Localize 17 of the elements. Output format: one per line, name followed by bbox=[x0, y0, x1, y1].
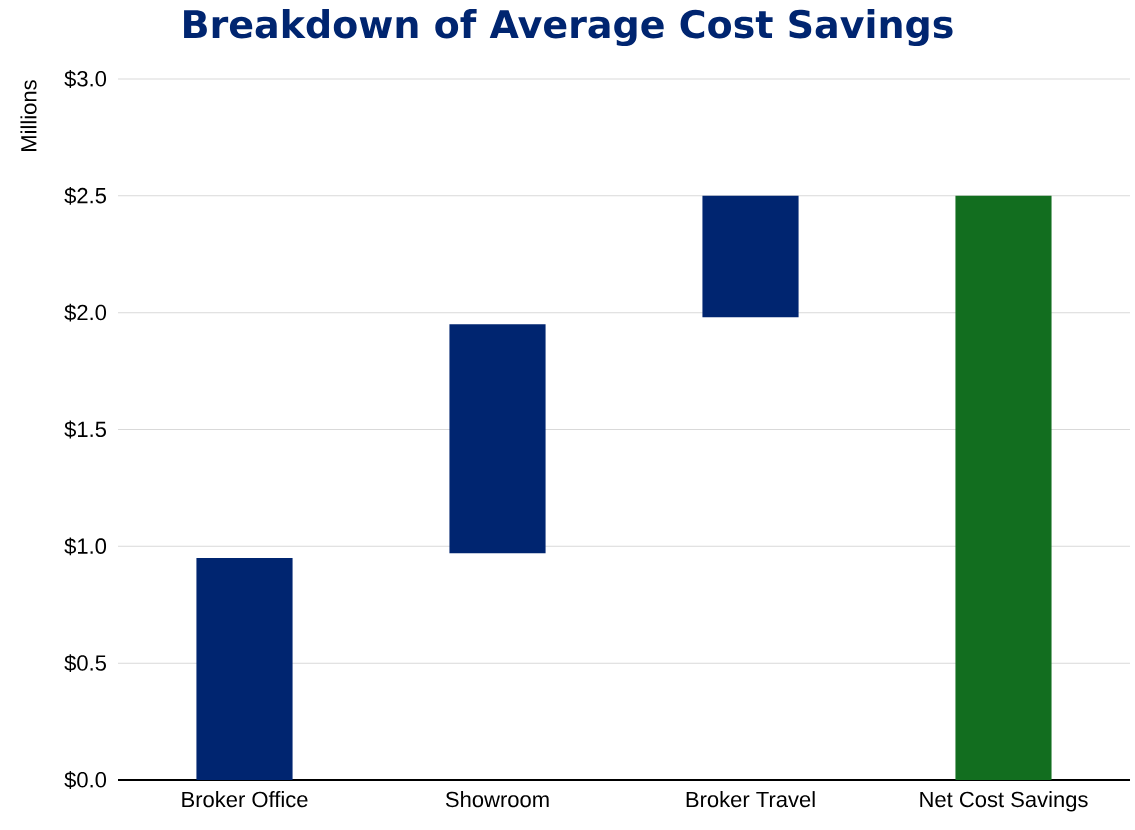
y-tick-label: $1.5 bbox=[64, 420, 106, 439]
x-tick-label: Showroom bbox=[445, 791, 549, 808]
y-axis-title: Millions bbox=[20, 80, 37, 151]
bar bbox=[955, 195, 1052, 780]
y-tick-label: $1.0 bbox=[64, 537, 107, 556]
x-tick-label: Net Cost Savings bbox=[920, 791, 1088, 812]
bar bbox=[449, 324, 546, 554]
y-tick-label: $2.0 bbox=[64, 303, 107, 322]
bar bbox=[702, 195, 799, 318]
chart-title: Breakdown of Average Cost Savings bbox=[184, 9, 953, 47]
y-tick-label: $3.0 bbox=[64, 70, 107, 88]
y-tick-label: $2.5 bbox=[64, 186, 106, 205]
x-tick-label: Broker Travel bbox=[686, 791, 815, 808]
y-tick-label: $0.5 bbox=[64, 654, 106, 673]
x-tick-label: Broker Office bbox=[182, 791, 308, 808]
bar bbox=[196, 558, 293, 780]
y-tick-label: $0.0 bbox=[64, 771, 107, 789]
